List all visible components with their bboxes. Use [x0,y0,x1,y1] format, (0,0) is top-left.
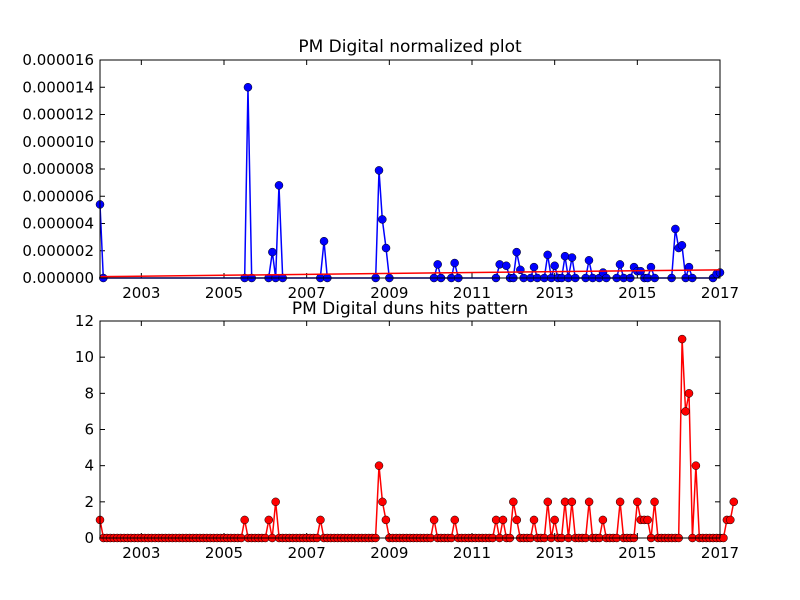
x-tick-label: 2007 [288,284,326,302]
normalized-plot: PM Digital normalized plot 2003 2005 2007 2… [22,37,739,302]
data-point [560,251,570,261]
hits-plot-title: PM Digital duns hits pattern [292,299,528,319]
y-tick-label: 0.000012 [22,106,94,124]
hits-plot-ticks: 2003 2005 2007 2009 2011 2013 2015 2017 0 2 4 6 8 10 1… [75,312,739,562]
data-point [378,215,387,224]
x-tick-label: 2013 [536,284,574,302]
data-point [729,497,739,507]
data-point [274,181,284,190]
data-point [643,515,652,525]
x-tick-label: 2011 [453,544,491,562]
data-point [584,497,594,507]
normalized-plot-ticks: 2003 2005 2007 2009 2011 2013 2015 2017 0.000000… [22,51,739,302]
data-point [719,533,728,543]
data-point [450,258,459,268]
y-tick-label: 0.000006 [22,187,94,205]
data-point [502,261,511,270]
data-point [677,241,687,250]
x-tick-label: 2009 [370,544,408,562]
y-tick-label: 4 [84,457,94,475]
data-point [650,497,659,507]
data-point [512,515,522,525]
y-tick-label: 0.000008 [22,160,94,178]
data-point [529,262,539,272]
y-tick-label: 0.000004 [22,215,94,233]
data-point [264,515,274,525]
data-point [240,515,249,525]
data-point [512,247,521,257]
data-point [429,515,439,525]
data-point [677,334,687,344]
data-point [378,497,387,507]
data-point [543,250,552,260]
data-point [543,497,553,507]
data-point [374,166,384,175]
data-point [684,262,694,272]
x-tick-label: 2015 [618,284,656,302]
data-point [450,515,460,525]
y-tick-label: 10 [75,348,94,366]
data-point [584,256,594,265]
y-tick-label: 8 [84,384,94,402]
data-point [684,389,694,398]
y-tick-label: 0.000016 [22,51,94,69]
data-point [381,515,391,525]
x-tick-label: 2009 [370,284,408,302]
x-tick-label: 2015 [618,544,656,562]
data-point [598,515,608,525]
x-tick-label: 2017 [701,544,739,562]
data-point [671,224,680,234]
data-point [681,407,690,416]
x-tick-label: 2011 [453,284,491,302]
data-point [243,83,253,92]
normalized-plot-title: PM Digital normalized plot [298,37,522,57]
data-point [381,243,391,253]
data-point [529,515,539,525]
data-point [633,497,642,507]
data-point [433,260,442,269]
data-point [374,461,384,470]
x-tick-label: 2003 [122,284,160,302]
data-point [268,247,277,257]
data-point [691,461,701,470]
y-tick-label: 0.000014 [22,78,94,96]
y-tick-label: 0 [84,529,94,547]
y-tick-label: 0.000010 [22,133,94,151]
data-point [550,261,559,270]
data-point [567,497,577,507]
data-point [550,515,559,525]
y-tick-label: 0.000000 [22,269,94,287]
series-line [99,269,721,278]
x-tick-label: 2005 [205,284,243,302]
hits-plot-frame [99,320,721,539]
y-tick-label: 2 [84,493,94,511]
hits-plot: PM Digital duns hits pattern 2003 2005 200… [75,299,739,562]
data-point [316,515,325,525]
data-point [271,497,280,507]
x-tick-label: 2005 [205,544,243,562]
y-tick-label: 0.000002 [22,242,94,260]
y-tick-label: 12 [75,312,94,330]
data-point [319,236,329,246]
data-point [615,497,625,507]
x-tick-label: 2007 [288,544,326,562]
normalized-plot-frame [99,59,721,279]
data-point [509,497,518,507]
x-tick-label: 2017 [701,284,739,302]
data-point [498,515,508,525]
data-point [615,260,625,269]
y-tick-label: 6 [84,421,94,439]
x-tick-label: 2003 [122,544,160,562]
data-point [567,253,577,262]
x-tick-label: 2013 [536,544,574,562]
data-point [726,515,735,525]
